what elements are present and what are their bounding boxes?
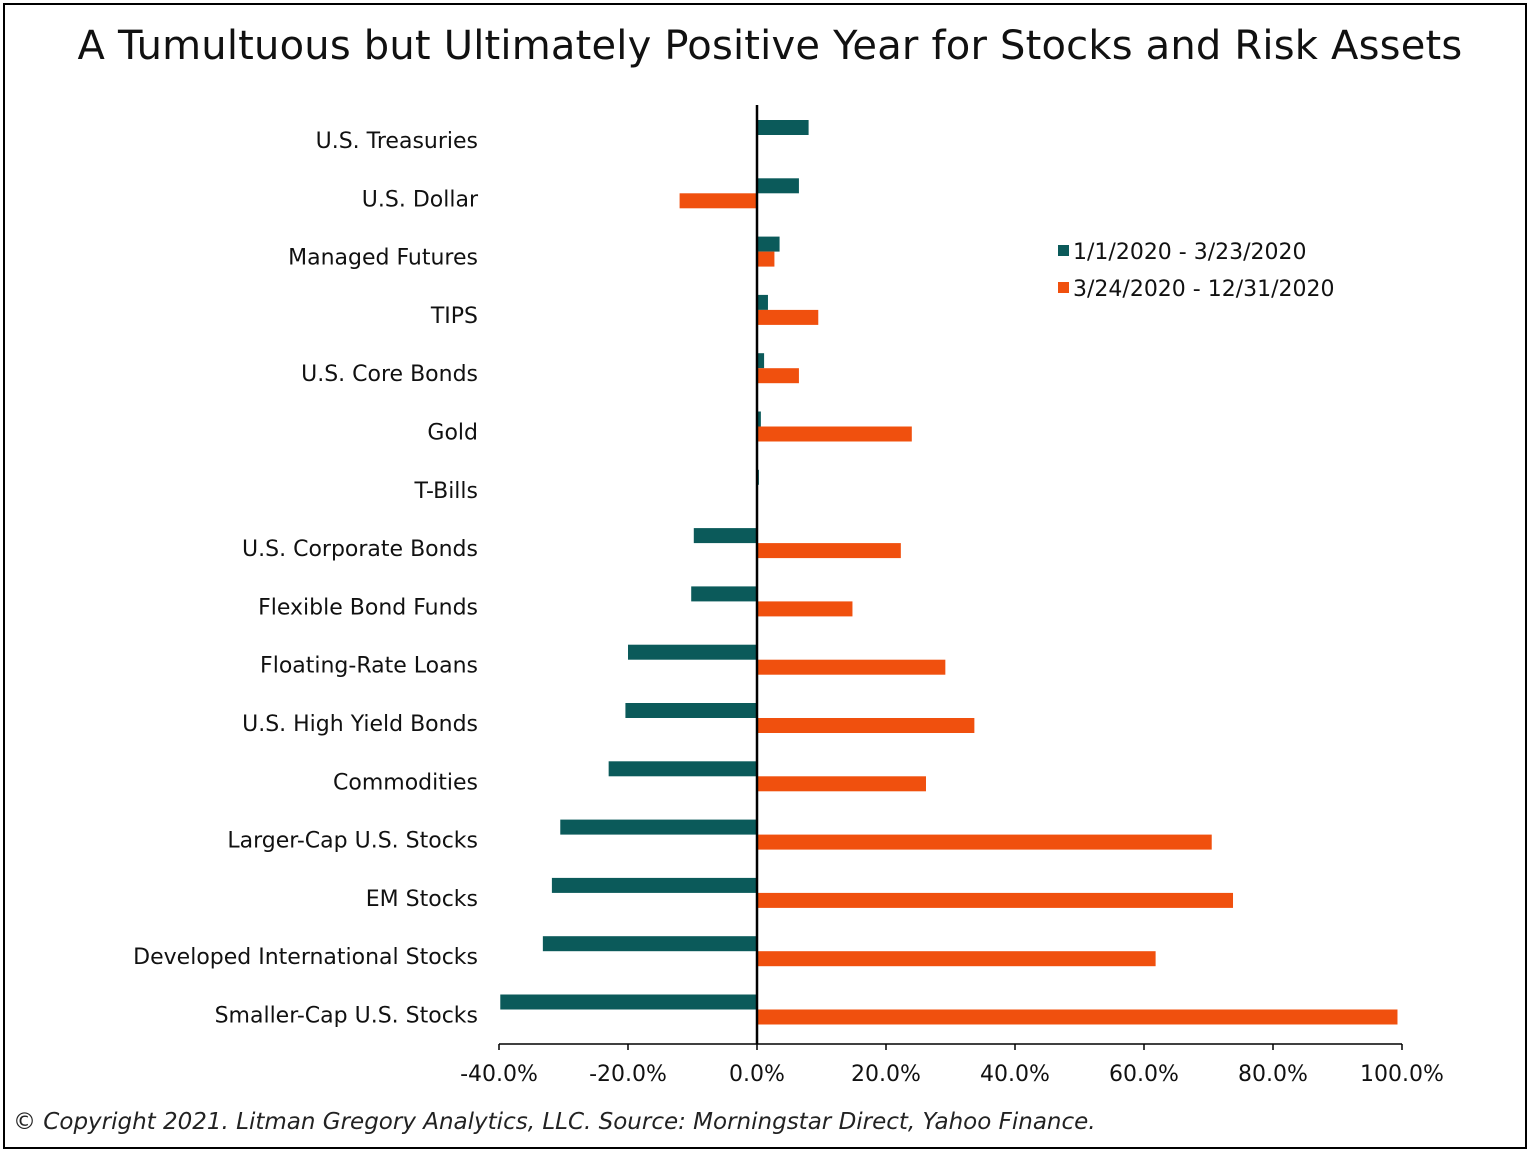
bar-period1-5 [757, 411, 761, 427]
bar-period2-8 [757, 601, 853, 617]
bar-period1-8 [691, 586, 757, 602]
bar-period2-15 [757, 1009, 1398, 1025]
bar-period1-14 [542, 936, 757, 952]
category-label: U.S. Core Bonds [301, 362, 478, 387]
bar-period2-12 [757, 834, 1212, 850]
category-label: Managed Futures [288, 246, 478, 271]
bar-chart: U.S. Treasuries U.S. Dollar Managed Future… [133, 105, 1444, 1087]
chart-frame: A Tumultuous but Ultimately Positive Yea… [3, 3, 1527, 1149]
x-tick-label: -40.0% [460, 1062, 538, 1087]
bar-period1-3 [757, 294, 768, 310]
legend-label-1: 1/1/2020 - 3/23/2020 [1073, 240, 1307, 265]
category-label: U.S. Corporate Bonds [242, 537, 478, 562]
category-label: TIPS [430, 304, 478, 329]
category-label: Smaller-Cap U.S. Stocks [215, 1004, 478, 1029]
bar-period2-2 [757, 251, 775, 267]
bar-period1-7 [693, 528, 757, 544]
category-label: Developed International Stocks [133, 945, 478, 970]
x-tick-label: 80.0% [1238, 1062, 1308, 1087]
bar-period1-11 [608, 761, 757, 777]
bar-period2-14 [757, 951, 1156, 967]
x-tick-label: -20.0% [589, 1062, 667, 1087]
category-label: Larger-Cap U.S. Stocks [227, 829, 478, 854]
bar-period1-13 [551, 877, 757, 893]
bar-period1-1 [757, 178, 799, 194]
category-label: EM Stocks [366, 887, 478, 912]
legend-swatch-1 [1058, 245, 1069, 256]
bar-period1-4 [757, 353, 765, 369]
category-label: U.S. High Yield Bonds [242, 712, 478, 737]
x-tick-label: 0.0% [729, 1062, 785, 1087]
category-label: U.S. Treasuries [316, 129, 478, 154]
bar-period2-7 [757, 543, 901, 559]
bar-period2-9 [757, 659, 946, 675]
x-tick-label: 20.0% [851, 1062, 921, 1087]
category-label: U.S. Dollar [362, 187, 479, 212]
category-label: Gold [427, 421, 478, 446]
category-label: Flexible Bond Funds [258, 595, 478, 620]
legend-swatch-2 [1058, 282, 1069, 293]
x-tick-label: 60.0% [1109, 1062, 1179, 1087]
legend-label-2: 3/24/2020 - 12/31/2020 [1073, 277, 1335, 302]
bar-period2-13 [757, 892, 1234, 908]
bar-period1-9 [628, 644, 757, 660]
category-label: T-Bills [414, 479, 478, 504]
bar-period1-2 [757, 236, 780, 252]
x-tick-label: 40.0% [980, 1062, 1050, 1087]
bar-period1-10 [625, 703, 757, 718]
category-label: Commodities [333, 770, 478, 795]
bar-period2-4 [757, 368, 799, 384]
x-tick-label: 100.0% [1360, 1062, 1444, 1087]
bar-period1-12 [560, 819, 757, 835]
bar-period2-11 [757, 776, 926, 792]
copyright-footer: © Copyright 2021. Litman Gregory Analyti… [13, 1109, 1096, 1135]
bar-period2-10 [757, 718, 975, 733]
bar-period1-15 [500, 994, 757, 1010]
bar-period2-1 [679, 193, 757, 209]
bar-period2-5 [757, 426, 912, 442]
category-label: Floating-Rate Loans [260, 654, 478, 679]
bar-period1-0 [757, 120, 809, 135]
bar-period2-3 [757, 309, 819, 325]
chart-title: A Tumultuous but Ultimately Positive Yea… [77, 23, 1463, 69]
